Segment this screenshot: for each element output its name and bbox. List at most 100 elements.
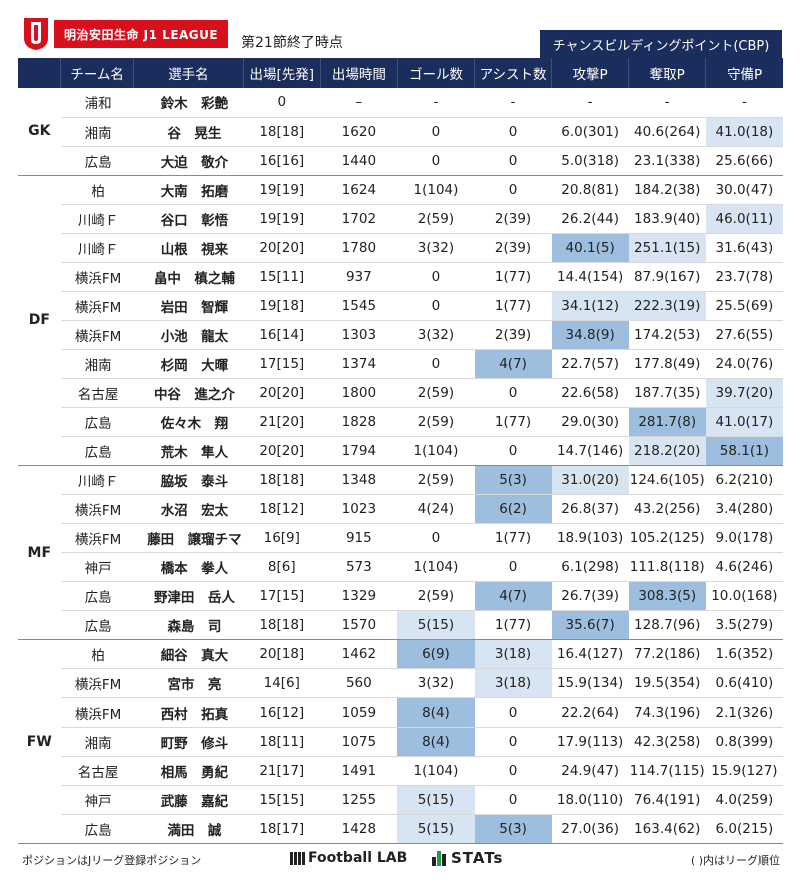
goals-cell: 2(59) [397, 407, 475, 438]
steal-points-cell: 114.7(115) [628, 756, 706, 786]
steal-points-cell: 281.7(8) [628, 407, 706, 438]
appearances-cell: 18[18] [243, 117, 321, 147]
team-cell: 柏 [60, 175, 134, 205]
table-row: 神戸 橋本 拳人 8[6] 573 1(104) 0 6.1(298) 111.8(118) 4… [18, 552, 783, 583]
attack-points-cell: 31.0(20) [551, 465, 629, 496]
table-row: 広島 荒木 隼人 20[20] 1794 1(104) 0 14.7(146) 218.2(2… [18, 436, 783, 467]
assists-cell: 1(77) [474, 610, 552, 641]
appearances-cell: 20[18] [243, 639, 321, 670]
appearances-cell: 15[11] [243, 262, 321, 292]
player-name: 相馬 勇紀 [133, 756, 244, 786]
assists-cell: 4(7) [474, 349, 552, 379]
steal-points-cell: - [628, 88, 706, 118]
team-cell: 川崎Ｆ [60, 204, 134, 234]
round-subtitle: 第21節終了時点 [241, 35, 343, 51]
table-row: 神戸 武藤 嘉紀 15[15] 1255 5(15) 0 18.0(110) 76.4(191… [18, 785, 783, 815]
attack-points-cell: 34.8(9) [551, 320, 629, 350]
team-cell: 湘南 [60, 117, 134, 147]
player-name: 橋本 拳人 [133, 552, 244, 583]
attack-points-cell: - [551, 88, 629, 118]
table-row: 横浜FM 西村 拓真 16[12] 1059 8(4) 0 22.2(64) 74.3(196… [18, 697, 783, 728]
goals-cell: 5(15) [397, 785, 475, 815]
attack-points-cell: 26.2(44) [551, 204, 629, 234]
steal-points-cell: 174.2(53) [628, 320, 706, 350]
appearances-cell: 17[15] [243, 581, 321, 612]
team-cell: 川崎Ｆ [60, 233, 134, 263]
minutes-cell: 1462 [320, 639, 398, 670]
minutes-cell: 573 [320, 552, 398, 583]
attack-points-cell: 35.6(7) [551, 610, 629, 641]
steal-points-cell: 128.7(96) [628, 610, 706, 641]
goals-cell: 2(59) [397, 465, 475, 496]
assists-cell: 0 [474, 552, 552, 583]
goals-cell: 2(59) [397, 581, 475, 612]
appearances-cell: 14[6] [243, 668, 321, 699]
player-name: 中谷 進之介 [133, 378, 244, 409]
assists-cell: - [474, 88, 552, 118]
minutes-cell: 1570 [320, 610, 398, 641]
minutes-cell: 937 [320, 262, 398, 292]
table-row: MF 川崎Ｆ 脇坂 泰斗 18[18] 1348 2(59) 5(3) 31.0(20) 124… [18, 465, 783, 641]
goals-cell: 4(24) [397, 494, 475, 525]
assists-cell: 6(2) [474, 494, 552, 525]
team-cell: 横浜FM [60, 523, 134, 554]
table-row: 横浜FM 水沼 宏太 18[12] 1023 4(24) 6(2) 26.8(37) 43.2… [18, 494, 783, 525]
appearances-cell: 20[20] [243, 233, 321, 263]
steal-points-cell: 87.9(167) [628, 262, 706, 292]
minutes-cell: 1702 [320, 204, 398, 234]
minutes-cell: 1059 [320, 697, 398, 728]
team-cell: 横浜FM [60, 320, 134, 350]
assists-cell: 0 [474, 146, 552, 176]
defense-points-cell: 4.0(259) [705, 785, 783, 815]
player-name: 佐々木 翔 [133, 407, 244, 438]
minutes-cell: 1545 [320, 291, 398, 321]
defense-points-cell: 4.6(246) [705, 552, 783, 583]
assists-cell: 3(18) [474, 639, 552, 670]
steal-points-cell: 111.8(118) [628, 552, 706, 583]
table-header-row: チーム名 選手名 出場[先発] 出場時間 ゴール数 アシスト数 攻撃P 奪取P … [18, 58, 783, 88]
attack-points-cell: 22.7(57) [551, 349, 629, 379]
attack-points-cell: 6.0(301) [551, 117, 629, 147]
player-name: 大南 拓磨 [133, 175, 244, 205]
team-cell: 広島 [60, 581, 134, 612]
defense-points-cell: 9.0(178) [705, 523, 783, 554]
goals-cell: - [397, 88, 475, 118]
assists-cell: 1(77) [474, 262, 552, 292]
player-name: 水沼 宏太 [133, 494, 244, 525]
minutes-cell: 1329 [320, 581, 398, 612]
player-name: 谷 晃生 [133, 117, 244, 147]
appearances-cell: 0 [243, 88, 321, 118]
minutes-cell: 1255 [320, 785, 398, 815]
appearances-cell: 21[20] [243, 407, 321, 438]
appearances-cell: 17[15] [243, 349, 321, 379]
goals-cell: 2(59) [397, 204, 475, 234]
player-name: 杉岡 大暉 [133, 349, 244, 379]
defense-points-cell: 6.0(215) [705, 814, 783, 844]
team-cell: 柏 [60, 639, 134, 670]
table-row: 広島 野津田 岳人 17[15] 1329 2(59) 4(7) 26.7(39) 308.3… [18, 581, 783, 612]
team-cell: 名古屋 [60, 756, 134, 786]
attack-points-cell: 22.2(64) [551, 697, 629, 728]
attack-points-cell: 14.7(146) [551, 436, 629, 467]
minutes-cell: 1828 [320, 407, 398, 438]
assists-cell: 5(3) [474, 814, 552, 844]
minutes-cell: 1491 [320, 756, 398, 786]
minutes-cell: 1624 [320, 175, 398, 205]
assists-cell: 0 [474, 175, 552, 205]
goals-cell: 0 [397, 146, 475, 176]
player-name: 岩田 智輝 [133, 291, 244, 321]
assists-cell: 0 [474, 378, 552, 409]
player-name: 武藤 嘉紀 [133, 785, 244, 815]
stats-text: STATs [451, 849, 504, 867]
appearances-cell: 18[18] [243, 465, 321, 496]
appearances-cell: 16[14] [243, 320, 321, 350]
team-cell: 湘南 [60, 349, 134, 379]
league-brand-text: 明治安田生命 J1 LEAGUE [54, 20, 229, 48]
table-row: 名古屋 中谷 進之介 20[20] 1800 2(59) 0 22.6(58) 187.7(3… [18, 378, 783, 409]
header: 明治安田生命 J1 LEAGUE 第21節終了時点 チャンスビルディングポイント… [0, 0, 800, 58]
team-cell: 横浜FM [60, 697, 134, 728]
assists-cell: 1(77) [474, 523, 552, 554]
appearances-cell: 18[18] [243, 610, 321, 641]
player-name: 満田 誠 [133, 814, 244, 844]
defense-points-cell: 41.0(17) [705, 407, 783, 438]
